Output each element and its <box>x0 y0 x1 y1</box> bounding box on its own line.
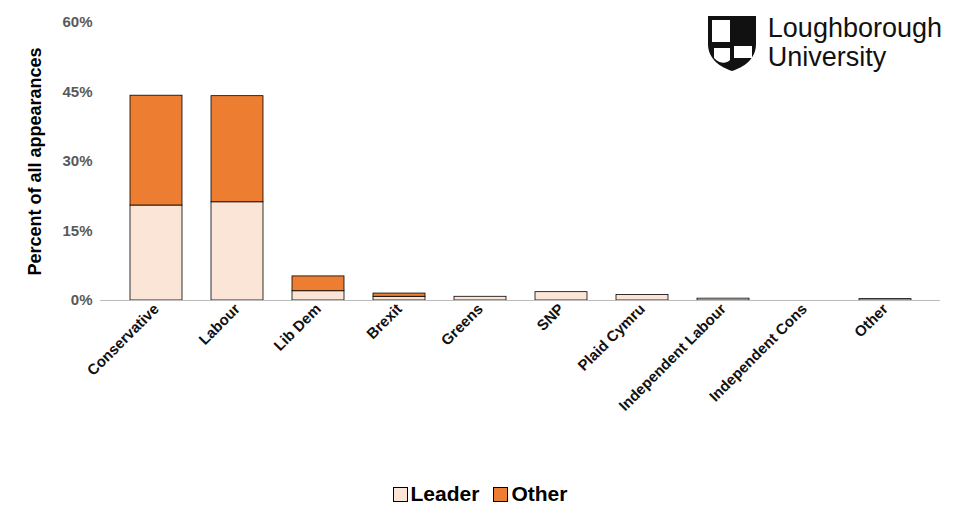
svg-text:Percent of all appearances: Percent of all appearances <box>25 47 45 275</box>
html-text:University: University <box>767 42 887 72</box>
svg-text:Independent Labour: Independent Labour <box>615 300 729 414</box>
svg-text:30%: 30% <box>62 152 92 169</box>
svg-text:Other: Other <box>851 300 891 340</box>
svg-text:Brexit: Brexit <box>363 300 405 342</box>
html-text:Other: Other <box>511 482 568 505</box>
svg-text:Conservative: Conservative <box>83 300 162 379</box>
html-text:Leader: Leader <box>410 482 480 505</box>
svg-text:SNP: SNP <box>533 300 567 334</box>
html-text:Loughborough: Loughborough <box>767 13 942 43</box>
svg-text:Greens: Greens <box>437 300 486 349</box>
svg-text:Independent Cons: Independent Cons <box>705 300 810 405</box>
svg-text:Labour: Labour <box>195 300 243 348</box>
svg-text:60%: 60% <box>62 13 92 30</box>
svg-text:45%: 45% <box>62 83 92 100</box>
svg-text:Lib Dem: Lib Dem <box>270 300 324 354</box>
svg-text:15%: 15% <box>62 222 92 239</box>
svg-text:0%: 0% <box>71 291 93 308</box>
svg-text:Plaid Cymru: Plaid Cymru <box>574 300 648 374</box>
